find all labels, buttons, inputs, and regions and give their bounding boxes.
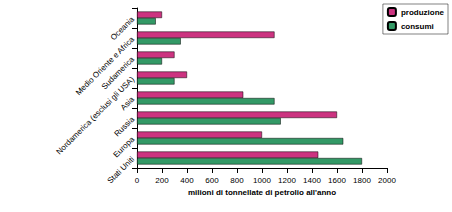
svg-text:produzione: produzione (401, 8, 445, 17)
svg-text:1600: 1600 (328, 176, 346, 185)
svg-text:milioni di tonnellate di petro: milioni di tonnellate di petrolio all'an… (188, 188, 336, 197)
svg-text:400: 400 (180, 176, 194, 185)
svg-text:600: 600 (205, 176, 219, 185)
svg-text:Medio Oriente e Africa: Medio Oriente e Africa (74, 34, 137, 97)
svg-text:1800: 1800 (353, 176, 371, 185)
svg-text:Oceania: Oceania (109, 14, 137, 42)
svg-text:Stati Uniti: Stati Uniti (106, 155, 137, 186)
svg-text:Asia: Asia (119, 94, 137, 112)
svg-text:Nordamerica (esclusi gli USA): Nordamerica (esclusi gli USA) (55, 75, 137, 157)
svg-text:1400: 1400 (303, 176, 321, 185)
svg-text:Europa: Europa (112, 134, 137, 159)
svg-text:1200: 1200 (278, 176, 296, 185)
svg-text:0: 0 (135, 176, 140, 185)
svg-text:200: 200 (155, 176, 169, 185)
svg-text:800: 800 (230, 176, 244, 185)
svg-text:Russia: Russia (113, 114, 137, 138)
svg-text:Sudamerica: Sudamerica (99, 54, 137, 92)
svg-text:2000: 2000 (378, 176, 396, 185)
svg-text:consumi: consumi (401, 22, 434, 31)
svg-text:1000: 1000 (253, 176, 271, 185)
